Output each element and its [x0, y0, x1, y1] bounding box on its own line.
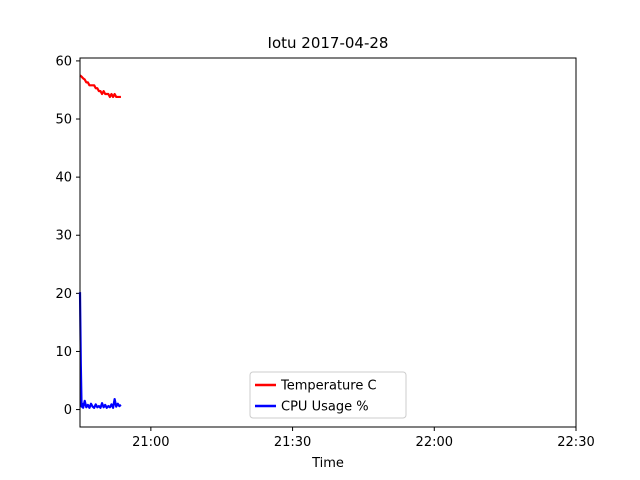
- y-tick-label: 50: [55, 113, 72, 128]
- plot-frame: [79, 57, 577, 428]
- x-tick-label: 22:00: [416, 435, 453, 450]
- series-line-1: [79, 74, 121, 99]
- x-tick-label: 21:30: [274, 435, 311, 450]
- x-axis-ticks: 21:00 21:30 22:00 22:30: [132, 427, 595, 450]
- y-tick-label: 10: [55, 345, 72, 360]
- y-tick-label: 60: [55, 54, 72, 69]
- y-axis-ticks: 0 10 20 30 40 50 60: [55, 54, 80, 418]
- legend-label-2: CPU Usage %: [281, 400, 369, 415]
- legend: Temperature C CPU Usage %: [249, 371, 407, 419]
- y-tick-label: 40: [55, 171, 72, 186]
- legend-label-1: Temperature C: [280, 379, 377, 394]
- chart-title: Iotu 2017-04-28: [268, 34, 389, 52]
- series-line-2: [78, 292, 122, 409]
- y-tick-label: 20: [55, 287, 72, 302]
- x-tick-label: 21:00: [132, 435, 169, 450]
- x-axis-label: Time: [311, 456, 344, 471]
- plot-series: [78, 74, 122, 409]
- y-tick-label: 0: [64, 403, 72, 418]
- legend-box: [249, 371, 407, 419]
- y-tick-label: 30: [55, 229, 72, 244]
- x-tick-label: 22:30: [557, 435, 594, 450]
